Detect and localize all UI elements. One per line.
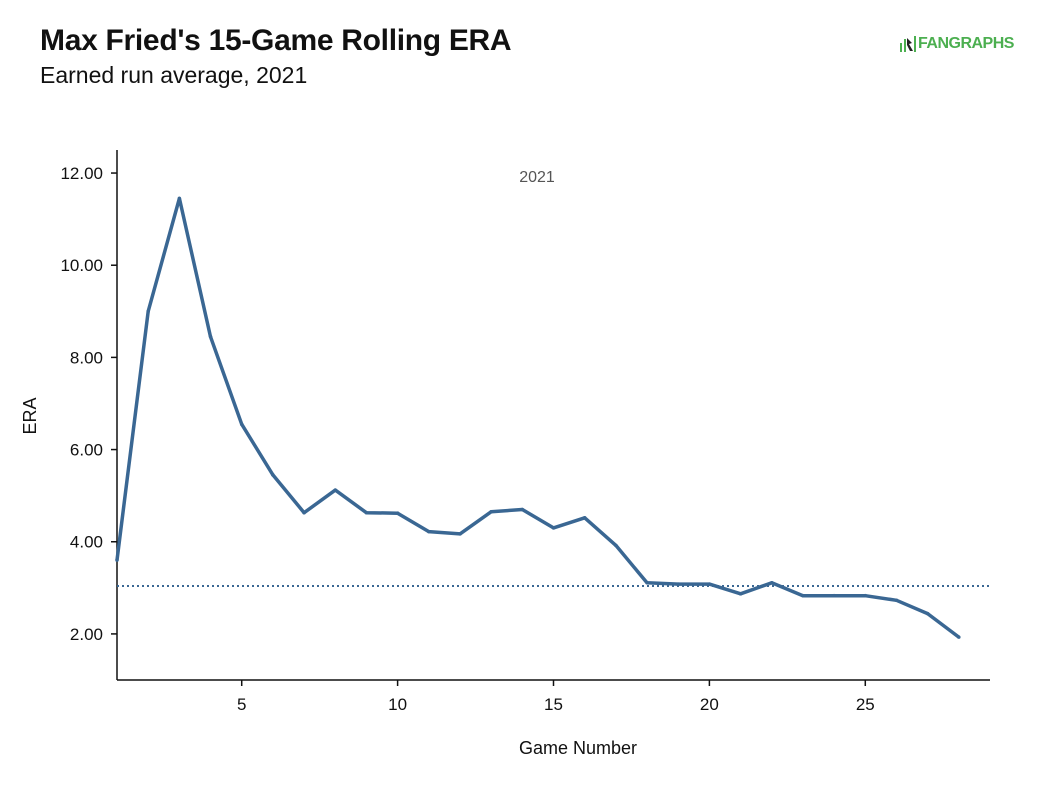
data-point (676, 582, 680, 586)
data-point (489, 510, 493, 514)
data-point (957, 635, 961, 639)
y-tick-label: 6.00 (70, 441, 103, 460)
data-point (208, 334, 213, 339)
chart-title: Max Fried's 15-Game Rolling ERA (40, 24, 512, 57)
data-point (645, 581, 649, 585)
data-point (458, 532, 462, 536)
data-point (738, 592, 743, 596)
data-point (427, 529, 431, 534)
logo-text: FANGRAPHS (918, 35, 1014, 52)
y-ticks: 2.00 4.00 6.00 8.00 10.00 12.00 (60, 164, 117, 644)
data-point (520, 507, 525, 512)
data-point (770, 581, 774, 585)
data-point (115, 558, 119, 562)
fangraphs-logo-icon (900, 36, 916, 52)
data-point (551, 526, 556, 530)
x-tick-label: 5 (237, 695, 246, 714)
data-point (863, 593, 868, 598)
data-point (302, 510, 306, 515)
data-point (177, 196, 182, 201)
data-point (239, 422, 244, 426)
y-tick-label: 4.00 (70, 533, 103, 552)
data-points (115, 196, 961, 639)
x-axis-title: Game Number (519, 738, 637, 758)
x-tick-label: 20 (700, 695, 719, 714)
data-point (832, 593, 836, 598)
data-point (894, 598, 899, 603)
data-point (801, 593, 805, 598)
x-tick-label: 10 (388, 695, 407, 714)
x-ticks: 5 10 15 20 25 (237, 680, 875, 714)
era-series-line (115, 196, 960, 639)
data-point (364, 510, 369, 515)
data-point (614, 543, 618, 548)
y-tick-label: 12.00 (60, 164, 103, 183)
x-tick-label: 25 (856, 695, 875, 714)
data-point (925, 611, 930, 616)
fangraphs-logo: FANGRAPHS (898, 34, 1014, 54)
y-tick-label: 2.00 (70, 625, 103, 644)
x-tick-label: 15 (544, 695, 563, 714)
y-tick-label: 8.00 (70, 348, 103, 367)
data-point (707, 582, 712, 586)
chart-subtitle: Earned run average, 2021 (40, 62, 308, 88)
y-axis-title: ERA (20, 397, 40, 434)
chart-axes (116, 150, 990, 681)
data-point (395, 511, 400, 515)
data-point (271, 473, 275, 477)
year-annotation: 2021 (519, 169, 555, 186)
data-point (146, 309, 150, 314)
data-point (333, 488, 337, 492)
data-point (582, 516, 587, 520)
y-tick-label: 10.00 (60, 256, 103, 275)
